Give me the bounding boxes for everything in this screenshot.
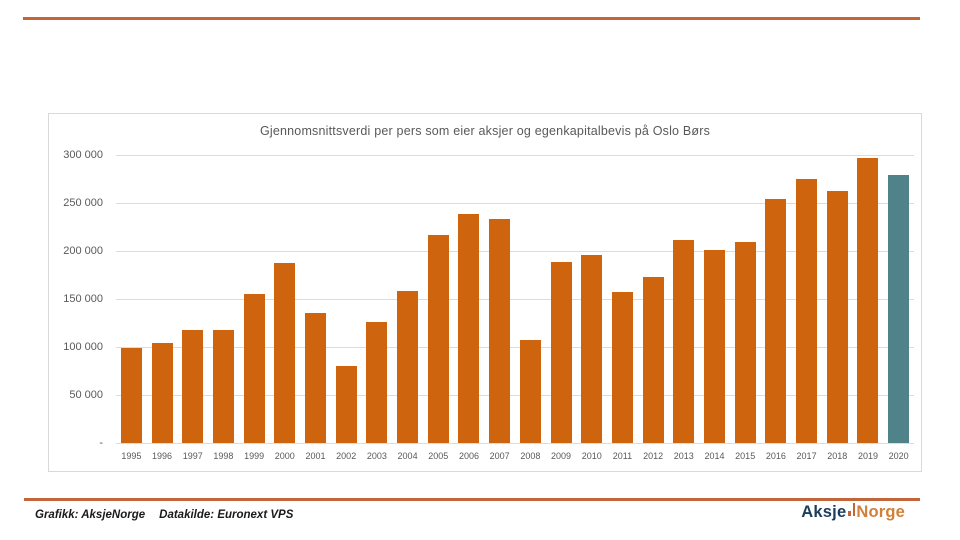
bar-2015 bbox=[734, 242, 756, 443]
bar-2017 bbox=[796, 179, 818, 443]
x-tick-2002: 2002 bbox=[336, 451, 357, 461]
bar-2008 bbox=[519, 340, 541, 443]
footer-credits: Grafikk: AksjeNorge Datakilde: Euronext V… bbox=[35, 509, 307, 521]
y-tick-label-50000: 50 000 bbox=[69, 389, 103, 401]
bar-2016 bbox=[765, 199, 787, 443]
x-tick-2007: 2007 bbox=[489, 451, 510, 461]
gridline-0 bbox=[116, 443, 914, 444]
logo-text-norge: Norge bbox=[856, 503, 905, 521]
bar-2007 bbox=[489, 219, 511, 443]
x-tick-2017: 2017 bbox=[796, 451, 817, 461]
bar-2014 bbox=[704, 250, 725, 443]
chart-title: Gjennomsnittsverdi per pers som eier aks… bbox=[259, 124, 711, 138]
bar-2003 bbox=[366, 322, 388, 443]
bar-2013 bbox=[673, 240, 695, 443]
top-divider bbox=[23, 17, 920, 20]
x-tick-2010: 2010 bbox=[581, 451, 602, 461]
x-tick-2012: 2012 bbox=[643, 451, 664, 461]
x-tick-1996: 1996 bbox=[152, 451, 173, 461]
credit-graphics: Grafikk: AksjeNorge bbox=[35, 509, 146, 521]
x-tick-2011: 2011 bbox=[612, 451, 633, 461]
x-tick-2016: 2016 bbox=[765, 451, 786, 461]
bar-2009 bbox=[550, 261, 572, 443]
bar-2011 bbox=[611, 292, 633, 443]
x-tick-2004: 2004 bbox=[397, 451, 418, 461]
y-tick-label-300000: 300 000 bbox=[63, 149, 103, 161]
x-tick-2006: 2006 bbox=[458, 451, 479, 461]
x-tick-1998: 1998 bbox=[213, 451, 234, 461]
x-tick-2008: 2008 bbox=[520, 451, 541, 461]
bar-2018 bbox=[826, 190, 848, 443]
y-tick-label-100000: 100 000 bbox=[63, 341, 103, 353]
plot-area: - 50 000 100 000 150 000 200 000 250 000 300 0… bbox=[63, 149, 914, 461]
x-tick-2000: 2000 bbox=[274, 451, 295, 461]
x-tick-2005: 2005 bbox=[428, 451, 449, 461]
x-tick-2014: 2014 bbox=[704, 451, 725, 461]
y-tick-label-0: - bbox=[99, 437, 103, 449]
bar-chart-icon bbox=[847, 503, 856, 517]
y-tick-label-200000: 200 000 bbox=[63, 245, 103, 257]
bar-2004 bbox=[397, 291, 419, 443]
x-tick-2015: 2015 bbox=[735, 451, 756, 461]
x-tick-2019: 2019 bbox=[857, 451, 878, 461]
gridline-300000 bbox=[116, 155, 914, 156]
y-tick-label-150000: 150 000 bbox=[63, 293, 103, 305]
bar-2000 bbox=[274, 262, 296, 443]
bar-2012 bbox=[642, 276, 664, 443]
bottom-divider bbox=[24, 498, 920, 501]
gridline-50000 bbox=[116, 395, 914, 396]
bar-1995 bbox=[120, 347, 142, 443]
bar-1999 bbox=[243, 294, 265, 443]
x-tick-1997: 1997 bbox=[182, 451, 203, 461]
logo-text-aksje: Aksje bbox=[801, 503, 847, 521]
y-tick-label-250000: 250 000 bbox=[63, 197, 103, 209]
bar-2002 bbox=[335, 366, 357, 443]
bar-1996 bbox=[151, 343, 173, 443]
x-tick-2018: 2018 bbox=[827, 451, 848, 461]
aksjenorge-logo: Aksje Norge bbox=[801, 503, 905, 522]
gridline-150000 bbox=[116, 299, 914, 300]
bar-2006 bbox=[458, 213, 480, 443]
bar-2019 bbox=[857, 157, 879, 443]
x-tick-2003: 2003 bbox=[366, 451, 387, 461]
bar-2010 bbox=[581, 254, 603, 443]
x-tick-2001: 2001 bbox=[305, 451, 326, 461]
gridline-100000 bbox=[116, 347, 914, 348]
x-tick-2009: 2009 bbox=[551, 451, 572, 461]
gridline-200000 bbox=[116, 251, 914, 252]
gridline-250000 bbox=[116, 203, 914, 204]
bar-1998 bbox=[212, 329, 234, 443]
bar-2020 bbox=[888, 175, 910, 443]
x-tick-2013: 2013 bbox=[673, 451, 694, 461]
x-tick-2020: 2020 bbox=[888, 451, 909, 461]
bar-1997 bbox=[182, 329, 204, 443]
credit-source: Datakilde: Euronext VPS bbox=[159, 509, 294, 521]
x-tick-1995: 1995 bbox=[121, 451, 142, 461]
x-tick-1999: 1999 bbox=[244, 451, 265, 461]
bar-2001 bbox=[305, 313, 326, 443]
chart-panel: Gjennomsnittsverdi per pers som eier aks… bbox=[48, 113, 922, 472]
bar-2005 bbox=[427, 234, 449, 443]
